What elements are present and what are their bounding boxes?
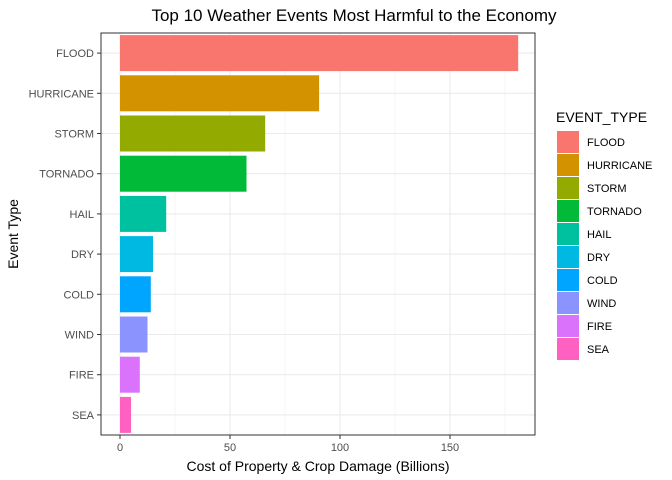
y-tick-label: TORNADO (39, 169, 94, 181)
bar-hail (120, 195, 167, 232)
y-tick-label: FIRE (69, 370, 94, 382)
y-tick-label: DRY (71, 249, 95, 261)
legend-key-dry (557, 246, 579, 268)
chart-title: Top 10 Weather Events Most Harmful to th… (151, 6, 557, 25)
legend-label: SEA (587, 344, 610, 356)
x-tick-label: 0 (117, 442, 123, 454)
legend-key-wind (557, 292, 579, 314)
legend-key-hurricane (557, 154, 579, 176)
y-axis-label: Event Type (5, 199, 21, 269)
y-tick-label: HAIL (70, 209, 94, 221)
bar-dry (120, 236, 153, 273)
legend-key-fire (557, 315, 579, 337)
y-tick-label: HURRICANE (29, 88, 94, 100)
bar-wind (120, 316, 148, 353)
legend-key-sea (557, 338, 579, 360)
legend-label: FIRE (587, 321, 612, 333)
legend-label: FLOOD (587, 137, 625, 149)
plot-panel-border (100, 32, 536, 436)
y-tick-label: SEA (72, 410, 95, 422)
legend-label: DRY (587, 252, 611, 264)
legend-label: WIND (587, 298, 616, 310)
bar-fire (120, 356, 140, 393)
legend-label: COLD (587, 275, 618, 287)
y-tick-label: STORM (54, 129, 94, 141)
bar-flood (120, 35, 519, 72)
bars (120, 35, 519, 433)
bar-sea (120, 396, 131, 433)
x-tick-label: 150 (441, 442, 459, 454)
y-tick-label: FLOOD (56, 48, 94, 60)
y-tick-label: COLD (63, 289, 94, 301)
x-tick-label: 50 (224, 442, 236, 454)
x-axis-ticks: 0 50 100 150 (117, 435, 459, 454)
x-axis-label: Cost of Property & Crop Damage (Billions… (187, 458, 450, 474)
bar-storm (120, 115, 266, 152)
legend-label: STORM (587, 183, 627, 195)
y-tick-label: WIND (65, 330, 94, 342)
legend-label: TORNADO (587, 206, 642, 218)
bar-hurricane (120, 75, 320, 112)
legend-label: HAIL (587, 229, 611, 241)
x-tick-label: 100 (331, 442, 349, 454)
legend-key-cold (557, 269, 579, 291)
legend: FLOOD HURRICANE STORM TORNADO HAIL DRY COLD WIN… (557, 131, 652, 360)
legend-key-storm (557, 177, 579, 199)
legend-title: EVENT_TYPE (556, 109, 647, 125)
bar-cold (120, 276, 151, 313)
legend-key-tornado (557, 200, 579, 222)
y-axis-ticks: FLOOD HURRICANE STORM TORNADO HAIL DRY COLD WIN… (29, 48, 101, 422)
bar-tornado (120, 155, 247, 192)
legend-key-hail (557, 223, 579, 245)
legend-label: HURRICANE (587, 160, 652, 172)
legend-key-flood (557, 131, 579, 153)
